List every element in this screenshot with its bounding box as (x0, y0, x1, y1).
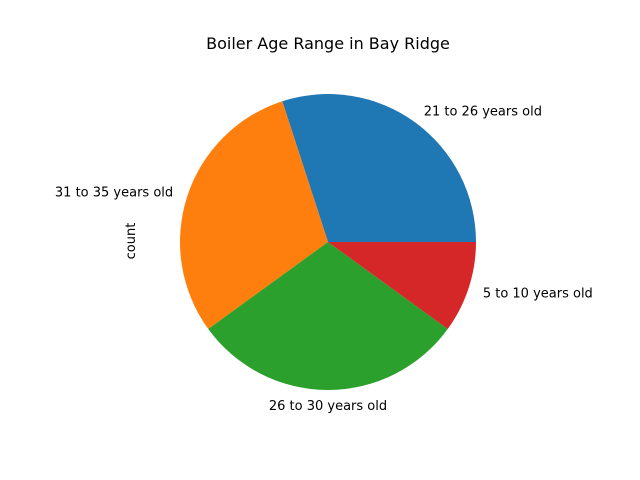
pie-slices (180, 93, 476, 390)
chart-title: Boiler Age Range in Bay Ridge (206, 34, 450, 53)
pie-slice-label: 26 to 30 years old (269, 399, 387, 414)
pie-slice-label: 5 to 10 years old (483, 286, 593, 301)
pie-slice-label: 21 to 26 years old (424, 104, 542, 119)
pie-slice-label: 31 to 35 years old (55, 186, 173, 201)
pie-slice (180, 101, 328, 329)
y-axis-label: count (124, 223, 139, 260)
pie-slice (282, 93, 476, 242)
pie-slice (208, 242, 448, 390)
pie-slice (328, 242, 476, 329)
pie-labels: 21 to 26 years old 31 to 35 years old 26 t… (55, 104, 593, 414)
